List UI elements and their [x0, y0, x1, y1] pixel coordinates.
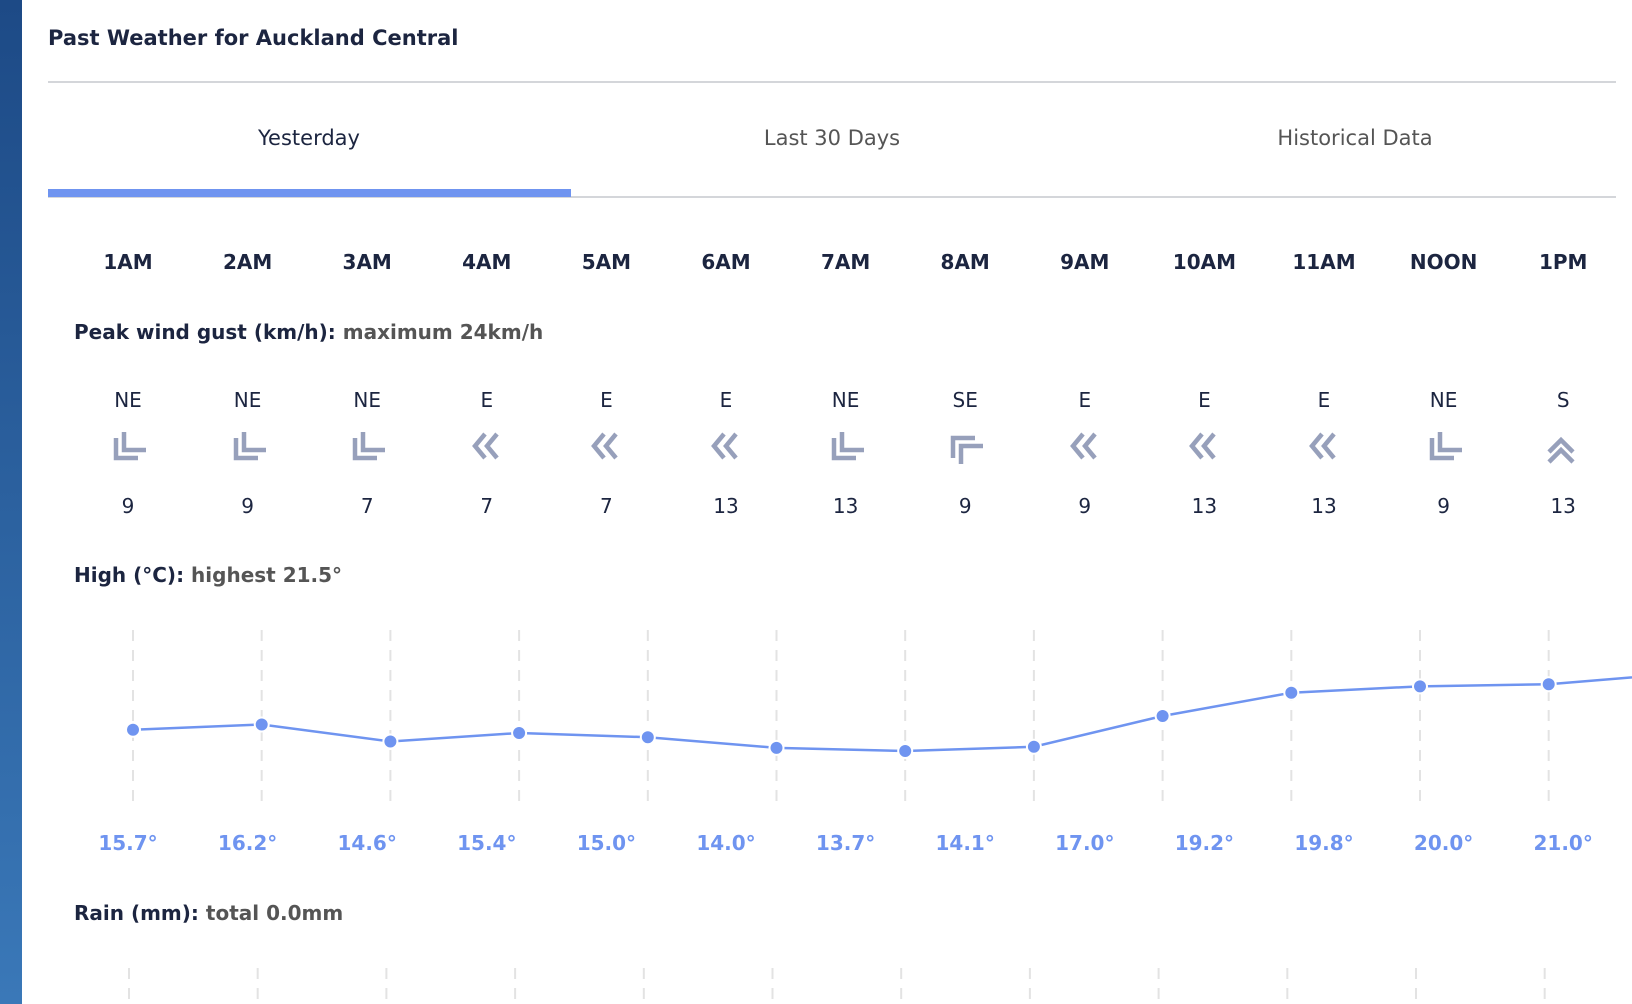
hour-label: 11AM	[1292, 250, 1356, 274]
wind-arrow-se-icon	[910, 430, 1020, 466]
wind-direction: NE	[114, 388, 142, 412]
wind-speed: 9	[958, 494, 972, 518]
temperature-point[interactable]	[1283, 684, 1300, 701]
temperature-point[interactable]	[1154, 708, 1171, 725]
temperature-point[interactable]	[382, 733, 399, 750]
wind-arrow-e-icon	[1269, 430, 1379, 466]
tab-yesterday[interactable]: Yesterday	[258, 126, 360, 150]
temperature-value-label: 14.6°	[337, 831, 397, 855]
hour-label: 4AM	[462, 250, 512, 274]
temperature-value-label: 14.0°	[696, 831, 756, 855]
wind-direction: NE	[1429, 388, 1458, 412]
wind-arrow-s-icon	[1508, 430, 1618, 466]
rain-heading: Rain (mm): total 0.0mm	[74, 901, 343, 925]
wind-speed: 7	[480, 494, 494, 518]
hour-label: 8AM	[940, 250, 990, 274]
wind-direction: E	[600, 388, 613, 412]
wind-direction: NE	[831, 388, 860, 412]
temperature-point[interactable]	[253, 716, 270, 733]
wind-speed: 13	[713, 494, 739, 518]
wind-summary: maximum 24km/h	[342, 320, 544, 344]
temperature-value-label: 16.2°	[217, 831, 278, 855]
temperature-value-label: 13.7°	[815, 831, 876, 855]
temperature-line	[132, 676, 1632, 753]
wind-direction: NE	[353, 388, 381, 412]
temperature-point[interactable]	[511, 724, 528, 741]
temperature-point[interactable]	[1540, 676, 1557, 693]
wind-arrow-ne-icon	[193, 430, 303, 466]
wind-arrow-ne-icon	[791, 430, 901, 466]
tabs-divider	[48, 196, 1616, 198]
tab-last-30-days[interactable]: Last 30 Days	[763, 126, 901, 150]
temperature-point[interactable]	[125, 721, 141, 738]
temperature-point[interactable]	[639, 729, 656, 746]
temperature-value-label: 15.4°	[457, 831, 517, 855]
temperature-value-label: 21.0°	[1533, 831, 1593, 855]
high-label: High (°C):	[74, 563, 185, 587]
active-tab-indicator	[48, 189, 571, 197]
temperature-value-label: 15.7°	[98, 831, 158, 855]
rain-summary: total 0.0mm	[205, 901, 344, 925]
rain-label: Rain (mm):	[74, 901, 199, 925]
wind-speed: 13	[1191, 494, 1218, 518]
hour-label: NOON	[1409, 250, 1478, 274]
wind-arrow-e-icon	[1149, 430, 1259, 466]
temperature-point[interactable]	[1025, 738, 1042, 755]
sidebar-edge	[0, 0, 22, 1004]
temperature-point[interactable]	[897, 743, 914, 759]
wind-direction: SE	[952, 388, 978, 412]
temperature-value-label: 19.8°	[1294, 831, 1354, 855]
wind-arrow-ne-icon	[1389, 430, 1499, 466]
temperature-value-label: 17.0°	[1055, 831, 1115, 855]
hour-label: 7AM	[820, 250, 871, 274]
hour-label: 9AM	[1060, 250, 1110, 274]
temperature-point[interactable]	[1412, 678, 1428, 695]
wind-speed: 9	[241, 494, 254, 518]
wind-arrow-e-icon	[432, 430, 542, 466]
wind-speed: 13	[832, 494, 859, 518]
temperature-value-label: 19.2°	[1174, 831, 1235, 855]
hour-label: 2AM	[222, 250, 273, 274]
wind-speed: 9	[1078, 494, 1092, 518]
high-heading: High (°C): highest 21.5°	[74, 563, 342, 587]
high-summary: highest 21.5°	[191, 563, 343, 587]
temperature-value-label: 15.0°	[576, 831, 637, 855]
wind-speed: 7	[360, 494, 374, 518]
temperature-value-label: 20.0°	[1413, 831, 1474, 855]
wind-arrow-ne-icon	[73, 430, 183, 466]
temperature-value-label: 14.1°	[935, 831, 995, 855]
wind-direction: S	[1556, 388, 1570, 412]
hour-label: 5AM	[581, 250, 632, 274]
wind-heading: Peak wind gust (km/h): maximum 24km/h	[74, 320, 543, 344]
wind-arrow-e-icon	[1030, 430, 1140, 466]
hour-label: 3AM	[342, 250, 392, 274]
wind-direction: NE	[233, 388, 262, 412]
wind-direction: E	[719, 388, 733, 412]
wind-arrow-ne-icon	[312, 430, 422, 466]
wind-speed: 9	[121, 494, 135, 518]
hour-label: 6AM	[701, 250, 751, 274]
wind-direction: E	[480, 388, 494, 412]
tab-historical-data[interactable]: Historical Data	[1277, 126, 1433, 150]
wind-direction: E	[1317, 388, 1331, 412]
wind-speed: 13	[1311, 494, 1337, 518]
page-title: Past Weather for Auckland Central	[48, 26, 459, 50]
wind-speed: 13	[1550, 494, 1576, 518]
hour-label: 1PM	[1538, 250, 1588, 274]
hour-label: 1AM	[103, 250, 153, 274]
hour-label: 10AM	[1172, 250, 1236, 274]
wind-label: Peak wind gust (km/h):	[74, 320, 336, 344]
wind-speed: 7	[600, 494, 613, 518]
wind-direction: E	[1198, 388, 1211, 412]
temperature-point[interactable]	[768, 739, 785, 756]
wind-direction: E	[1078, 388, 1092, 412]
wind-arrow-e-icon	[671, 430, 781, 466]
wind-arrow-e-icon	[551, 430, 661, 466]
wind-speed: 9	[1437, 494, 1450, 518]
divider	[48, 81, 1616, 83]
